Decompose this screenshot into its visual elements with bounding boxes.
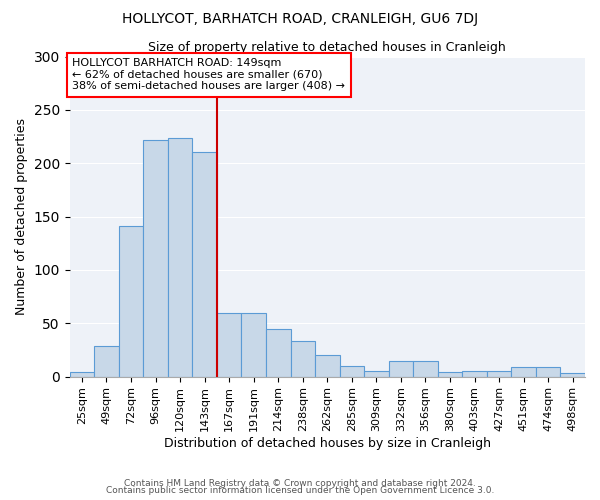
Bar xyxy=(536,367,560,376)
Bar xyxy=(266,328,290,376)
Bar xyxy=(413,360,438,376)
Bar xyxy=(217,312,241,376)
Bar xyxy=(438,372,462,376)
X-axis label: Distribution of detached houses by size in Cranleigh: Distribution of detached houses by size … xyxy=(164,437,491,450)
Bar xyxy=(487,372,511,376)
Y-axis label: Number of detached properties: Number of detached properties xyxy=(15,118,28,315)
Bar xyxy=(119,226,143,376)
Bar xyxy=(511,367,536,376)
Text: Contains HM Land Registry data © Crown copyright and database right 2024.: Contains HM Land Registry data © Crown c… xyxy=(124,478,476,488)
Bar xyxy=(290,342,315,376)
Bar xyxy=(168,138,193,376)
Bar xyxy=(193,152,217,376)
Bar xyxy=(364,372,389,376)
Title: Size of property relative to detached houses in Cranleigh: Size of property relative to detached ho… xyxy=(148,41,506,54)
Bar xyxy=(340,366,364,376)
Bar xyxy=(560,374,585,376)
Text: HOLLYCOT BARHATCH ROAD: 149sqm
← 62% of detached houses are smaller (670)
38% of: HOLLYCOT BARHATCH ROAD: 149sqm ← 62% of … xyxy=(72,58,345,92)
Bar xyxy=(241,312,266,376)
Bar xyxy=(389,360,413,376)
Bar xyxy=(462,372,487,376)
Text: Contains public sector information licensed under the Open Government Licence 3.: Contains public sector information licen… xyxy=(106,486,494,495)
Bar xyxy=(70,372,94,376)
Bar xyxy=(94,346,119,376)
Bar xyxy=(315,356,340,376)
Bar xyxy=(143,140,168,376)
Text: HOLLYCOT, BARHATCH ROAD, CRANLEIGH, GU6 7DJ: HOLLYCOT, BARHATCH ROAD, CRANLEIGH, GU6 … xyxy=(122,12,478,26)
